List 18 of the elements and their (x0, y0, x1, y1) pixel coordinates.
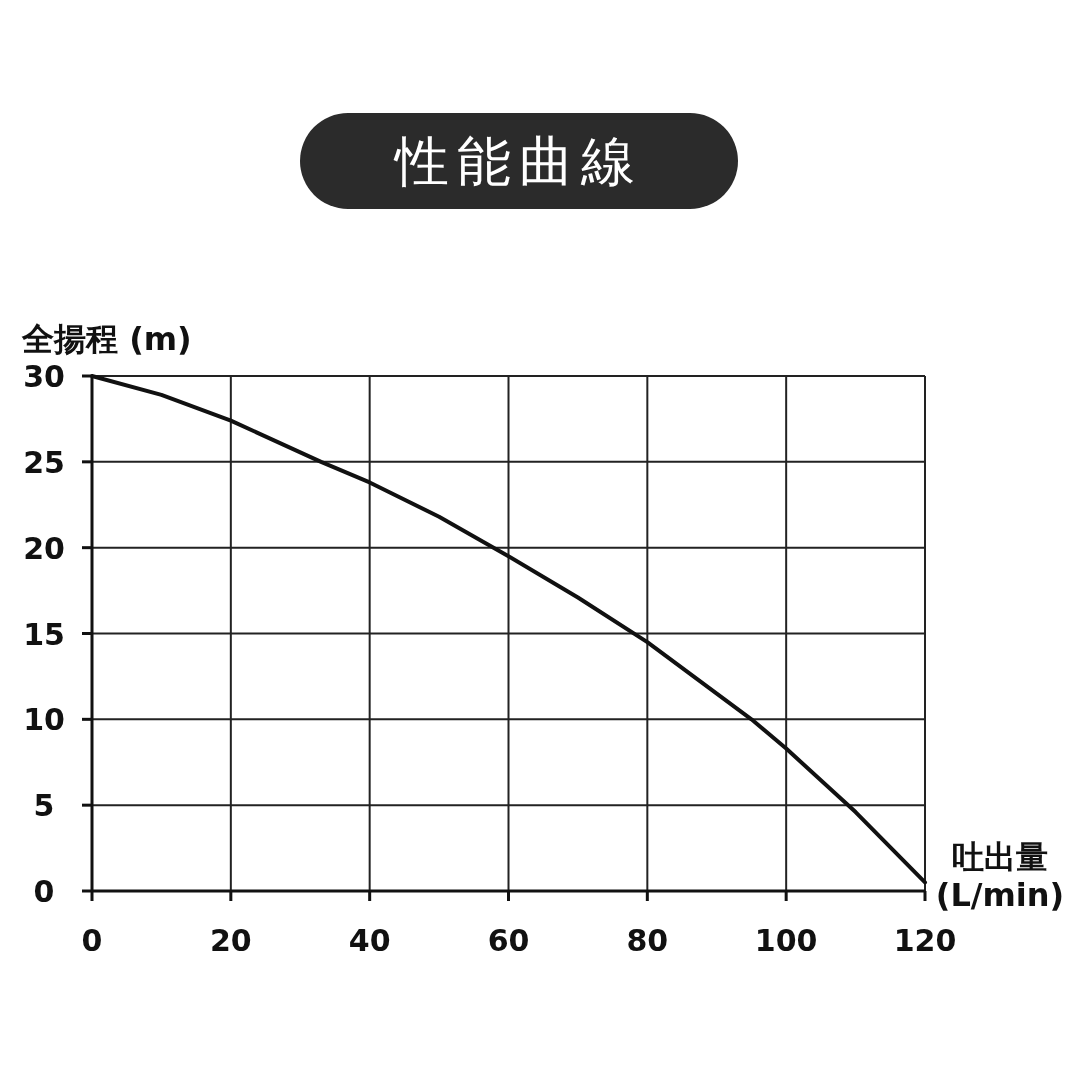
x-tick-label: 120 (893, 923, 957, 958)
x-axis-title: 吐出量(L/min) (935, 838, 1065, 914)
y-tick-label: 25 (23, 444, 65, 480)
y-tick-label: 20 (23, 530, 65, 566)
x-tick-label: 100 (754, 923, 818, 958)
x-tick-label: 60 (487, 923, 530, 958)
x-tick-label: 20 (209, 923, 252, 958)
chart-title: 性能曲線 (393, 130, 643, 193)
title: 性能曲線 (300, 113, 738, 209)
y-tick-label: 30 (23, 359, 65, 394)
y-tick-label: 15 (23, 616, 65, 652)
y-axis-title: 全揚程 (m) (21, 320, 192, 358)
x-tick-label: 0 (81, 923, 103, 958)
x-tick-label: 80 (626, 923, 669, 958)
x-tick-label: 40 (348, 923, 391, 958)
y-tick-label: 0 (33, 874, 55, 909)
y-tick-label: 5 (33, 788, 55, 824)
y-tick-label: 10 (23, 702, 65, 738)
